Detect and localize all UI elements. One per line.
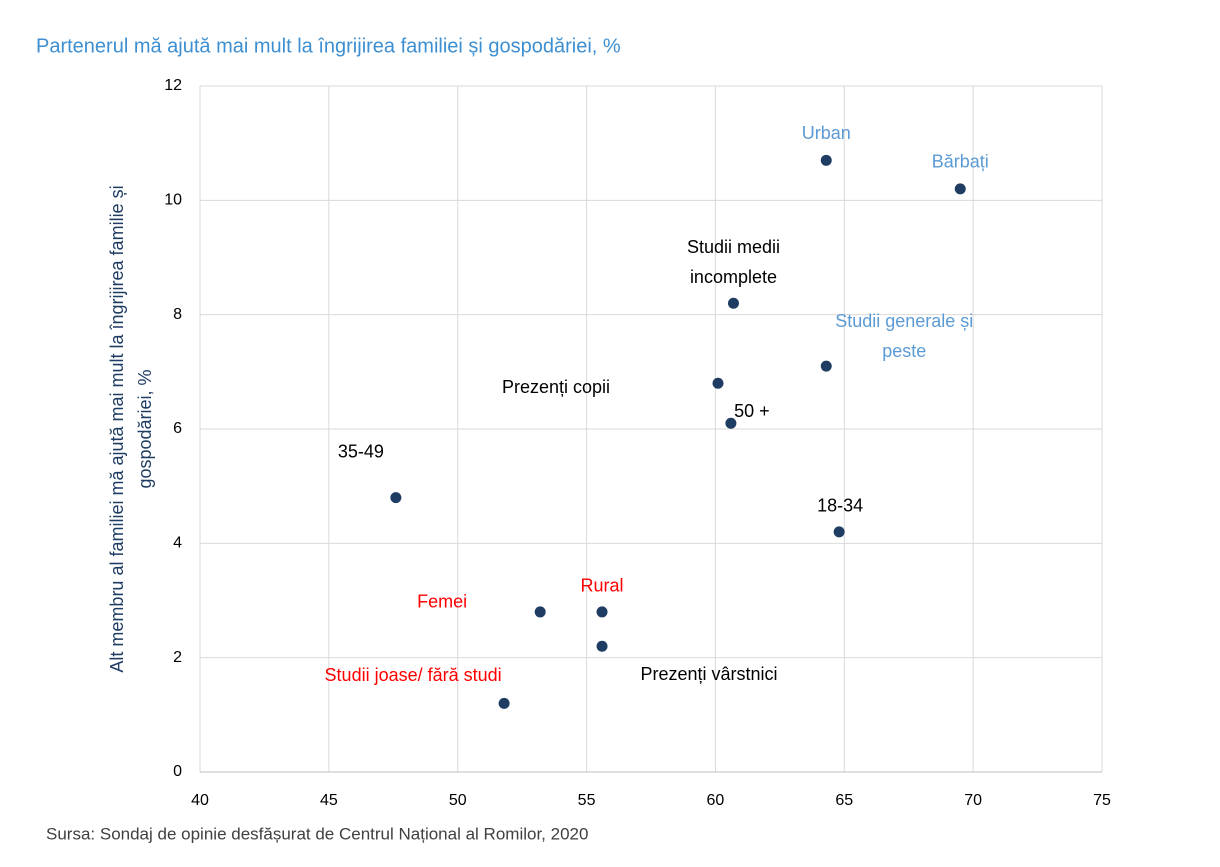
y-tick-label: 8 xyxy=(173,306,182,323)
y-tick-label: 0 xyxy=(173,763,182,780)
point-label: Studii generale și xyxy=(835,311,973,331)
x-tick-label: 55 xyxy=(578,792,596,809)
point-label: 50 + xyxy=(734,401,770,421)
chart-title: Partenerul mă ajută mai mult la îngrijir… xyxy=(36,35,621,57)
point-label: Prezenți vârstnici xyxy=(641,664,778,684)
point xyxy=(498,697,510,709)
point xyxy=(727,297,739,309)
x-tick-label: 60 xyxy=(707,792,725,809)
y-axis-title: gospodăriei, % xyxy=(135,369,155,488)
y-tick-label: 6 xyxy=(173,420,182,437)
point-label: incomplete xyxy=(690,267,777,287)
point xyxy=(534,606,546,618)
x-tick-label: 75 xyxy=(1093,792,1111,809)
y-tick-label: 2 xyxy=(173,649,182,666)
point xyxy=(954,183,966,195)
source: Sursa: Sondaj de opinie desfășurat de Ce… xyxy=(46,824,588,843)
point-label: Urban xyxy=(802,123,851,143)
point xyxy=(390,492,402,504)
point xyxy=(596,606,608,618)
y-tick-label: 12 xyxy=(164,77,182,94)
point-label: peste xyxy=(882,341,926,361)
point-label: Studii medii xyxy=(687,237,780,257)
point xyxy=(725,417,737,429)
point xyxy=(596,640,608,652)
point xyxy=(820,154,832,166)
point xyxy=(712,377,724,389)
y-tick-label: 4 xyxy=(173,535,182,552)
point xyxy=(820,360,832,372)
x-tick-label: 70 xyxy=(964,792,982,809)
x-tick-label: 65 xyxy=(835,792,853,809)
point xyxy=(833,526,845,538)
x-tick-label: 45 xyxy=(320,792,338,809)
point-label: Femei xyxy=(417,592,467,612)
point-label: Prezenți copii xyxy=(502,377,610,397)
y-axis-title: Alt membru al familiei mă ajută mai mult… xyxy=(107,185,127,672)
x-tick-label: 40 xyxy=(191,792,209,809)
point-label: 35-49 xyxy=(338,441,384,461)
point-label: 18-34 xyxy=(817,496,863,516)
point-label: Studii joase/ fără studi xyxy=(325,665,502,685)
y-tick-label: 10 xyxy=(164,192,182,209)
point-label: Rural xyxy=(581,576,624,596)
point-label: Bărbați xyxy=(932,152,989,172)
x-tick-label: 50 xyxy=(449,792,467,809)
